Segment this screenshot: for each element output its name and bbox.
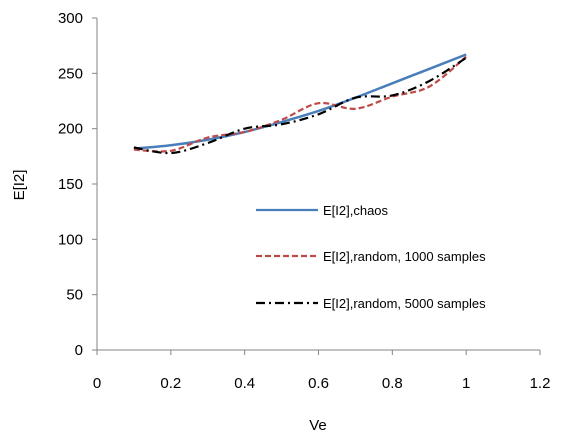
x-tick-label: 0.2 (160, 375, 181, 392)
y-axis-label: E[I2] (11, 170, 28, 201)
x-tick-label: 0.6 (308, 375, 329, 392)
series-line-random-1000-samples (133, 55, 467, 153)
x-axis-label: Ve (309, 417, 327, 434)
axes: 0 50 100 150 200 250 300 0 0.2 0.4 0.6 0.8 1 1.2 (58, 10, 550, 392)
legend-label-random-5000-samples: E[I2],random, 5000 samples (323, 296, 486, 311)
series-line-random-5000-samples (133, 56, 467, 155)
series-lines (133, 53, 467, 155)
y-tick-label: 200 (58, 121, 83, 138)
y-tick-label: 300 (58, 10, 83, 27)
y-tick-label: 100 (58, 231, 83, 248)
y-tick-label: 150 (58, 176, 83, 193)
x-tick-label: 0.4 (234, 375, 255, 392)
legend-label-random-1000-samples: E[I2],random, 1000 samples (323, 249, 486, 264)
x-tick-label: 0 (93, 375, 101, 392)
series-line-chaos (133, 53, 467, 150)
legend-label-chaos: E[I2],chaos (323, 203, 389, 218)
y-tick-label: 50 (66, 287, 83, 304)
x-tick-label: 1.2 (530, 375, 551, 392)
x-tick-label: 1 (462, 375, 470, 392)
y-tick-label: 250 (58, 65, 83, 82)
legend: E[I2],chaos E[I2],random, 1000 samples E[I… (256, 203, 486, 311)
y-tick-label: 0 (75, 342, 83, 359)
x-tick-label: 0.8 (382, 375, 403, 392)
